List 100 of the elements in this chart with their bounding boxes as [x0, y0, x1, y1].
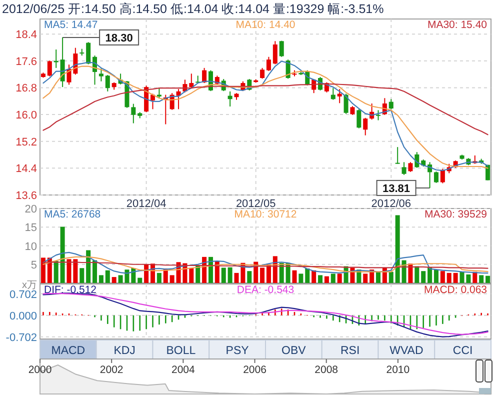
bar: [440, 271, 445, 283]
y-axis-title: x万: [22, 280, 37, 291]
text: BOLL: [166, 345, 196, 357]
text: MACD: [51, 345, 86, 357]
bar: [434, 270, 438, 283]
x-tick-label: 2010: [386, 364, 410, 376]
candlestick: [344, 93, 348, 114]
bar: [54, 261, 58, 283]
text: MA5: 14.47: [44, 19, 98, 31]
text: CCI: [452, 345, 473, 357]
bar: [247, 271, 252, 283]
bar: [156, 272, 162, 283]
text: KDJ: [114, 345, 136, 357]
y-tick-label: 10: [24, 240, 37, 253]
bar: [395, 215, 400, 283]
bar: [112, 277, 116, 283]
candlestick: [337, 88, 342, 104]
text: MA5: 26768: [44, 208, 101, 220]
candlestick: [402, 162, 406, 176]
text: WVAD: [390, 345, 424, 357]
bar: [324, 276, 329, 283]
y-tick-label: 17.6: [16, 56, 37, 68]
candlestick: [279, 40, 284, 58]
y-tick-label: 0.000: [9, 310, 37, 322]
text: MA30: 39529: [424, 208, 488, 220]
bar: [486, 276, 490, 283]
bar: [105, 270, 110, 283]
bar: [260, 268, 265, 283]
y-tick-label: 18.4: [16, 29, 37, 42]
y-tick-label: 16.0: [16, 110, 37, 122]
bar: [337, 274, 342, 283]
candlestick: [272, 40, 278, 65]
bar: [40, 258, 46, 283]
bar: [92, 260, 98, 283]
bar: [414, 266, 420, 283]
bar: [453, 272, 458, 283]
bar: [318, 275, 323, 283]
bar: [170, 275, 174, 283]
candlestick: [156, 88, 162, 99]
candlestick: [330, 88, 336, 100]
candlestick: [131, 103, 136, 124]
bar: [305, 268, 310, 283]
candlestick: [228, 90, 232, 107]
bar: [80, 268, 84, 283]
bar: [421, 271, 426, 283]
candlestick: [266, 56, 271, 72]
x-tick-label: 2002: [100, 364, 124, 376]
x-tick-label: 2000: [28, 364, 52, 376]
bar: [388, 272, 394, 283]
bar: [479, 275, 484, 283]
bar: [214, 261, 220, 283]
bar: [138, 278, 142, 283]
y-tick-label: 5: [30, 259, 37, 272]
series-label: DIF: -0.512: [44, 284, 97, 296]
annotation: 18.30: [105, 32, 133, 44]
bar: [228, 267, 232, 283]
bar: [66, 259, 72, 283]
bar: [446, 272, 452, 283]
x-tick-label: 2006: [243, 364, 267, 376]
candlestick: [260, 67, 265, 80]
candlestick: [47, 60, 52, 77]
y-tick-label: 15.2: [16, 136, 37, 148]
x-tick-label: 2012/06: [371, 198, 412, 210]
text: RSI: [340, 345, 360, 357]
y-tick-label: 14.4: [16, 163, 37, 176]
candlestick: [105, 74, 110, 92]
bar: [189, 268, 194, 283]
candlestick: [356, 108, 362, 129]
y-tick-label: 15: [24, 222, 37, 234]
text: MA10: 14.40: [236, 19, 296, 31]
candlestick: [440, 168, 445, 184]
x-tick-label: 2012/04: [126, 198, 166, 210]
y-tick-label: 16.8: [16, 82, 37, 95]
bar: [60, 226, 65, 283]
text: MA10: 30712: [234, 208, 297, 220]
candlestick: [395, 146, 400, 164]
line-series: [42, 252, 488, 274]
annotation: 13.81: [382, 182, 410, 195]
x-tick-label: 2008: [314, 364, 338, 376]
line-series: [42, 256, 488, 272]
bar: [330, 274, 336, 283]
chart-title: 2012/06/25 开:14.50 高:14.50 低:14.04 收:14.04 量:19329 幅:-3.51%: [2, 1, 384, 16]
line-series: [42, 262, 488, 269]
bar: [292, 270, 297, 283]
candlestick: [376, 110, 381, 121]
candlestick: [86, 42, 91, 65]
bar: [86, 250, 91, 283]
candlestick: [434, 171, 438, 184]
bar: [298, 274, 304, 283]
text: MA30: 15.40: [427, 19, 488, 31]
y-tick-label: 0.702: [9, 288, 37, 301]
candlestick: [98, 68, 104, 82]
series-label: MACD: 0.063: [424, 284, 488, 296]
candlestick: [202, 67, 207, 84]
y-tick-label: 20: [24, 204, 37, 216]
series-label: DEA: -0.543: [236, 284, 294, 296]
y-tick-label: -0.702: [6, 332, 37, 344]
x-tick-label: 2012/05: [236, 198, 276, 210]
bar: [363, 274, 368, 283]
bar: [376, 272, 381, 283]
